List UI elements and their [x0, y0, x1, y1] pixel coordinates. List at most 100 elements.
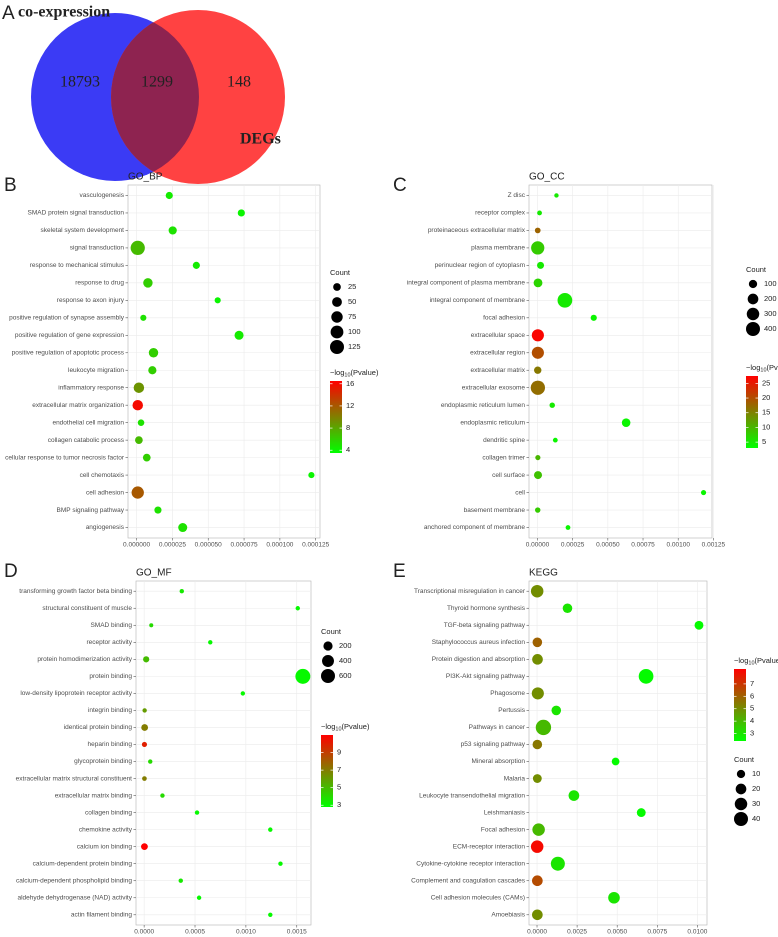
size-legend-key: [322, 655, 334, 667]
dot: [133, 382, 145, 393]
color-tick-label: 16: [346, 379, 354, 388]
color-tick-label: 20: [762, 393, 770, 402]
color-tick-label: 4: [750, 716, 754, 725]
color-tick-label: 7: [337, 765, 341, 774]
dot: [178, 878, 183, 883]
dot: [168, 226, 177, 235]
category-label: protein binding: [89, 673, 132, 680]
category-label: positive regulation of gene expression: [15, 332, 125, 339]
size-legend-label: 40: [752, 814, 760, 823]
dot-plot: C GO_CC 0.00000 0.00025 0.00050 0.00075 0.0010…: [393, 172, 778, 549]
category-label: ECM-receptor interaction: [453, 843, 526, 850]
panel-letter: B: [4, 175, 17, 196]
title-subscript: 10: [335, 727, 341, 733]
dot: [535, 719, 552, 736]
category-label: extracellular matrix: [470, 367, 525, 374]
category-label: positive regulation of apoptotic process: [12, 349, 125, 356]
category-label: endoplasmic reticulum: [460, 419, 525, 426]
category-label: p53 signaling pathway: [461, 741, 526, 748]
category-label: cell adhesion: [86, 489, 124, 496]
dot: [534, 471, 543, 480]
dot: [537, 261, 545, 269]
x-tick-label: 0.0015: [287, 929, 307, 936]
dot: [295, 668, 311, 684]
color-bar: [330, 381, 342, 453]
region-count: 148: [227, 74, 251, 91]
dot: [237, 209, 245, 217]
dot: [621, 418, 631, 427]
category-label: cellular response to tumor necrosis fact…: [5, 454, 125, 461]
category-label: cell surface: [492, 472, 525, 479]
size-legend-key: [332, 297, 342, 307]
dot: [295, 606, 300, 611]
dot: [179, 589, 184, 594]
color-legend-title: −log10(Pvalue): [330, 368, 379, 379]
category-label: Transcriptional misregulation in cancer: [414, 588, 526, 595]
panel-title: GO_BP: [128, 172, 163, 183]
category-label: calcium-dependent phospholipid binding: [16, 877, 132, 884]
size-legend-key: [331, 311, 343, 323]
x-tick-label: 0.000000: [123, 542, 150, 549]
x-tick-label: 0.0100: [687, 929, 707, 936]
color-bar: [734, 669, 746, 741]
dot: [143, 278, 153, 288]
x-tick-label: 0.00075: [631, 542, 655, 549]
x-tick-label: 0.000100: [266, 542, 293, 549]
size-legend-label: 600: [339, 671, 352, 680]
dot: [532, 654, 543, 665]
size-legend-label: 75: [348, 312, 356, 321]
x-tick-label: 0.00125: [702, 542, 726, 549]
size-legend-label: 25: [348, 282, 356, 291]
category-label: heparin binding: [88, 741, 133, 748]
dot: [534, 227, 541, 234]
dot: [554, 193, 559, 198]
dot: [530, 584, 544, 598]
dot: [142, 453, 151, 462]
size-legend-label: 200: [339, 641, 352, 650]
category-label: Amoebiasis: [491, 912, 525, 919]
title-part: (Pvalue): [755, 656, 778, 665]
color-tick-label: 4: [346, 445, 350, 454]
category-label: skeletal system development: [41, 227, 125, 234]
dot: [208, 640, 213, 645]
plot-area: [528, 580, 708, 926]
dot-plot: D GO_MF 0.0000 0.0005 0.0010 0.0015 transformi…: [4, 561, 370, 936]
dot: [535, 507, 541, 513]
size-legend-key: [330, 325, 344, 339]
color-bar: [746, 376, 758, 448]
category-label: Malaria: [504, 775, 526, 782]
dot: [557, 292, 573, 308]
category-label: inflammatory response: [58, 384, 124, 391]
color-legend-title: −log10(Pvalue): [321, 722, 370, 733]
category-label: response to drug: [75, 280, 124, 287]
category-label: SMAD binding: [90, 622, 132, 629]
set-label: DEGs: [240, 131, 281, 148]
category-label: Cell adhesion molecules (CAMs): [431, 894, 525, 901]
x-tick-label: 0.00000: [526, 542, 550, 549]
dot: [132, 399, 143, 411]
dot: [590, 314, 597, 321]
dot: [131, 486, 144, 499]
x-tick-label: 0.0050: [607, 929, 627, 936]
category-label: Focal adhesion: [481, 826, 525, 833]
category-label: aldehyde dehydrogenase (NAD) activity: [17, 894, 132, 901]
color-tick-label: 8: [346, 423, 350, 432]
dot: [148, 759, 153, 764]
dot: [160, 793, 165, 798]
category-label: extracellular region: [470, 349, 525, 356]
size-legend-label: 10: [752, 769, 760, 778]
size-legend-key: [734, 812, 748, 826]
category-label: collagen binding: [85, 809, 132, 816]
dot: [192, 261, 200, 269]
color-tick-label: 5: [762, 437, 766, 446]
size-legend-label: 50: [348, 297, 356, 306]
category-label: proteinaceous extracellular matrix: [428, 227, 526, 234]
category-label: structural constituent of muscle: [42, 605, 132, 612]
size-legend-title: Count: [330, 268, 351, 277]
dot: [268, 912, 273, 917]
category-label: angiogenesis: [86, 524, 125, 531]
x-tick-label: 0.00100: [666, 542, 690, 549]
color-tick-label: 5: [337, 783, 341, 792]
dot: [611, 757, 620, 766]
